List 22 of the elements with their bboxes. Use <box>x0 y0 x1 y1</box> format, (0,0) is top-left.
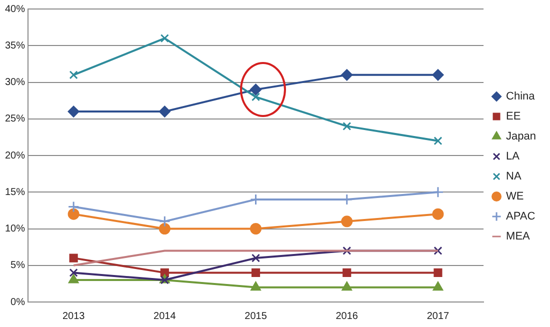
legend-label: NA <box>506 170 522 183</box>
x-tick-label: 2016 <box>336 310 358 322</box>
x-tick-label: 2015 <box>244 310 268 322</box>
y-tick-label: 15% <box>5 186 26 198</box>
legend-label: Japan <box>506 130 536 143</box>
legend-label: MEA <box>506 230 531 243</box>
legend-label: APAC <box>506 210 536 223</box>
x-tick-label: 2014 <box>154 310 176 322</box>
y-tick-label: 35% <box>5 40 26 52</box>
legend-label: EE <box>506 110 521 123</box>
legend-label: LA <box>506 150 520 163</box>
y-tick-label: 25% <box>5 114 26 125</box>
y-tick-label: 5% <box>10 260 26 272</box>
x-tick-label: 2017 <box>426 310 450 322</box>
y-tick-label: 40% <box>5 4 26 15</box>
x-tick-label: 2013 <box>62 310 86 322</box>
y-tick-label: 30% <box>5 77 26 88</box>
y-tick-label: 20% <box>5 150 26 162</box>
y-tick-label: 0% <box>10 296 26 308</box>
y-tick-label: 10% <box>5 224 26 234</box>
legend-label: WE <box>506 190 524 203</box>
legend-label: China <box>506 90 536 103</box>
